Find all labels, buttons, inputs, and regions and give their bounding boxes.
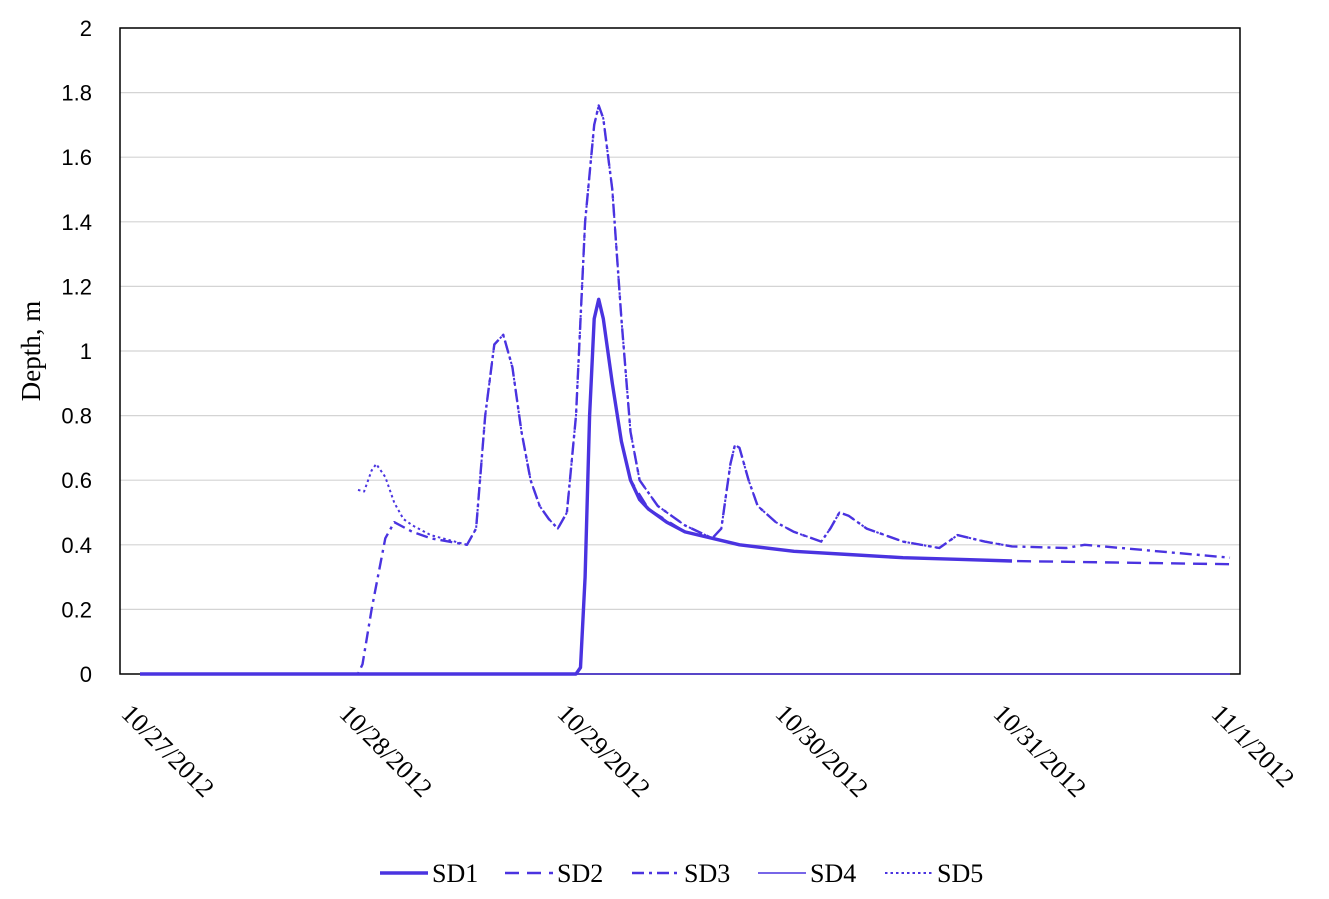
legend-label-sd3: SD3 [684,859,730,888]
y-tick-label: 1.4 [61,210,92,235]
y-axis-title: Depth, m [16,301,46,402]
y-tick-label: 1.2 [61,274,92,299]
y-tick-label: 0.2 [61,597,92,622]
series-line-sd1 [140,297,1013,676]
legend-label-sd5: SD5 [937,859,983,888]
series-line-sd3 [140,104,1231,676]
y-tick-label: 0.6 [61,468,92,493]
y-axis-ticks: 0 0.2 0.4 0.6 0.8 1 1.2 1.4 1.6 1.8 2 [61,16,92,687]
y-tick-label: 1 [80,339,92,364]
legend-label-sd1: SD1 [432,859,478,888]
series-layer [140,104,1231,676]
y-tick-label: 0.8 [61,404,92,429]
legend: SD1 SD2 SD3 SD4 SD5 [380,859,983,888]
y-tick-label: 0 [80,662,92,687]
legend-label-sd2: SD2 [557,859,603,888]
y-tick-label: 1.8 [61,81,92,106]
y-tick-label: 0.4 [61,533,92,558]
legend-label-sd4: SD4 [810,859,856,888]
y-tick-label: 2 [80,16,92,41]
y-tick-label: 1.6 [61,145,92,170]
